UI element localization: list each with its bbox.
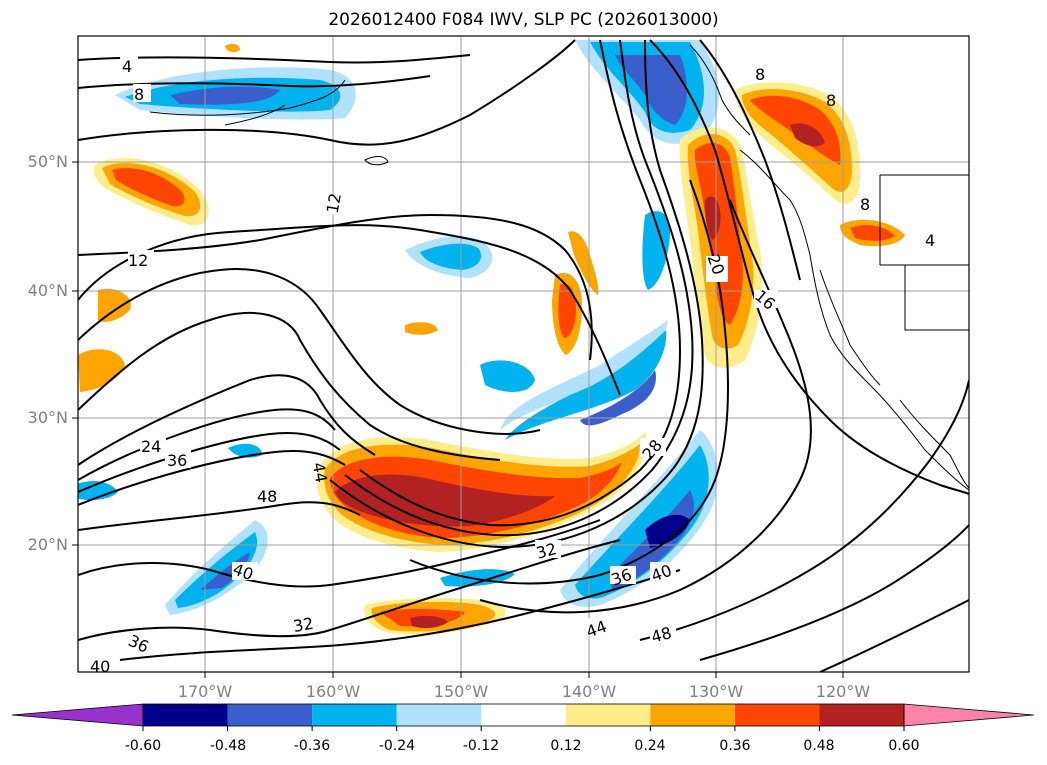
colorbar-tick-label: 0.60 xyxy=(888,738,920,754)
colorbar-tick-label: -0.60 xyxy=(124,738,162,754)
contour-label: 8 xyxy=(134,85,144,104)
contour-label: 36 xyxy=(167,451,187,470)
colorbar-tick-label: 0.24 xyxy=(634,738,666,754)
contour-label: 12 xyxy=(323,191,345,214)
colorbar-segment xyxy=(734,704,820,726)
colorbar-tick-label: -0.48 xyxy=(209,738,247,754)
graticule xyxy=(78,36,969,672)
positive-anomaly-atmospheric-river xyxy=(316,432,647,552)
contour-label: 32 xyxy=(534,539,559,563)
colorbar-segment xyxy=(481,704,566,726)
figure-title: 2026012400 F084 IWV, SLP PC (2026013000) xyxy=(328,10,719,30)
contour-label: 4 xyxy=(122,57,132,76)
lat-label-40: 40°N xyxy=(27,281,68,300)
colorbar-extend-max xyxy=(903,703,1035,727)
map-frame xyxy=(77,35,970,673)
lon-label-150w: 150°W xyxy=(433,682,489,701)
contour-label: 8 xyxy=(755,65,765,84)
colorbar-tick-label: -0.24 xyxy=(378,738,416,754)
contour-label: 24 xyxy=(141,437,161,456)
lon-label-120w: 120°W xyxy=(815,682,871,701)
contour-label: 8 xyxy=(826,91,836,110)
lon-label-140w: 140°W xyxy=(561,682,617,701)
contour-label: 12 xyxy=(128,251,148,270)
lon-label-130w: 130°W xyxy=(688,682,744,701)
colorbar-tick-label: -0.36 xyxy=(293,738,331,754)
contour-label: 4 xyxy=(925,231,935,250)
negative-anomaly-central-pacific xyxy=(405,211,671,440)
lat-label-20: 20°N xyxy=(27,535,68,554)
contour-label: 40 xyxy=(90,657,110,676)
colorbar-tick-label: -0.12 xyxy=(462,738,500,754)
contour-label: 32 xyxy=(292,614,315,636)
lon-label-160w: 160°W xyxy=(305,682,361,701)
colorbar-segment xyxy=(227,704,313,726)
negative-anomaly-subtropics xyxy=(560,430,718,607)
colorbar-segment xyxy=(565,704,651,726)
colorbar-segment xyxy=(143,704,228,726)
lat-label-50: 50°N xyxy=(27,152,68,171)
colorbar-tick-label: 0.12 xyxy=(550,738,582,754)
positive-anomaly-pacific-northwest xyxy=(679,82,905,368)
lat-label-30: 30°N xyxy=(27,408,68,427)
lon-label-170w: 170°W xyxy=(177,682,233,701)
contour-label: 48 xyxy=(257,487,277,506)
colorbar-segment xyxy=(819,704,904,726)
colorbar-extend-min xyxy=(11,703,144,727)
contour-label: 44 xyxy=(309,461,331,484)
contour-label: 48 xyxy=(649,623,674,647)
colorbar-segment xyxy=(396,704,482,726)
axis-ticks xyxy=(72,161,844,678)
colorbar xyxy=(11,703,1035,731)
contour-label: 8 xyxy=(860,195,870,214)
colorbar-tick-label: 0.36 xyxy=(719,738,751,754)
colorbar-outline xyxy=(142,703,905,727)
colorbar-segment xyxy=(312,704,397,726)
coastlines xyxy=(149,44,969,491)
colorbar-tick-label: 0.48 xyxy=(803,738,835,754)
colorbar-segment xyxy=(650,704,735,726)
